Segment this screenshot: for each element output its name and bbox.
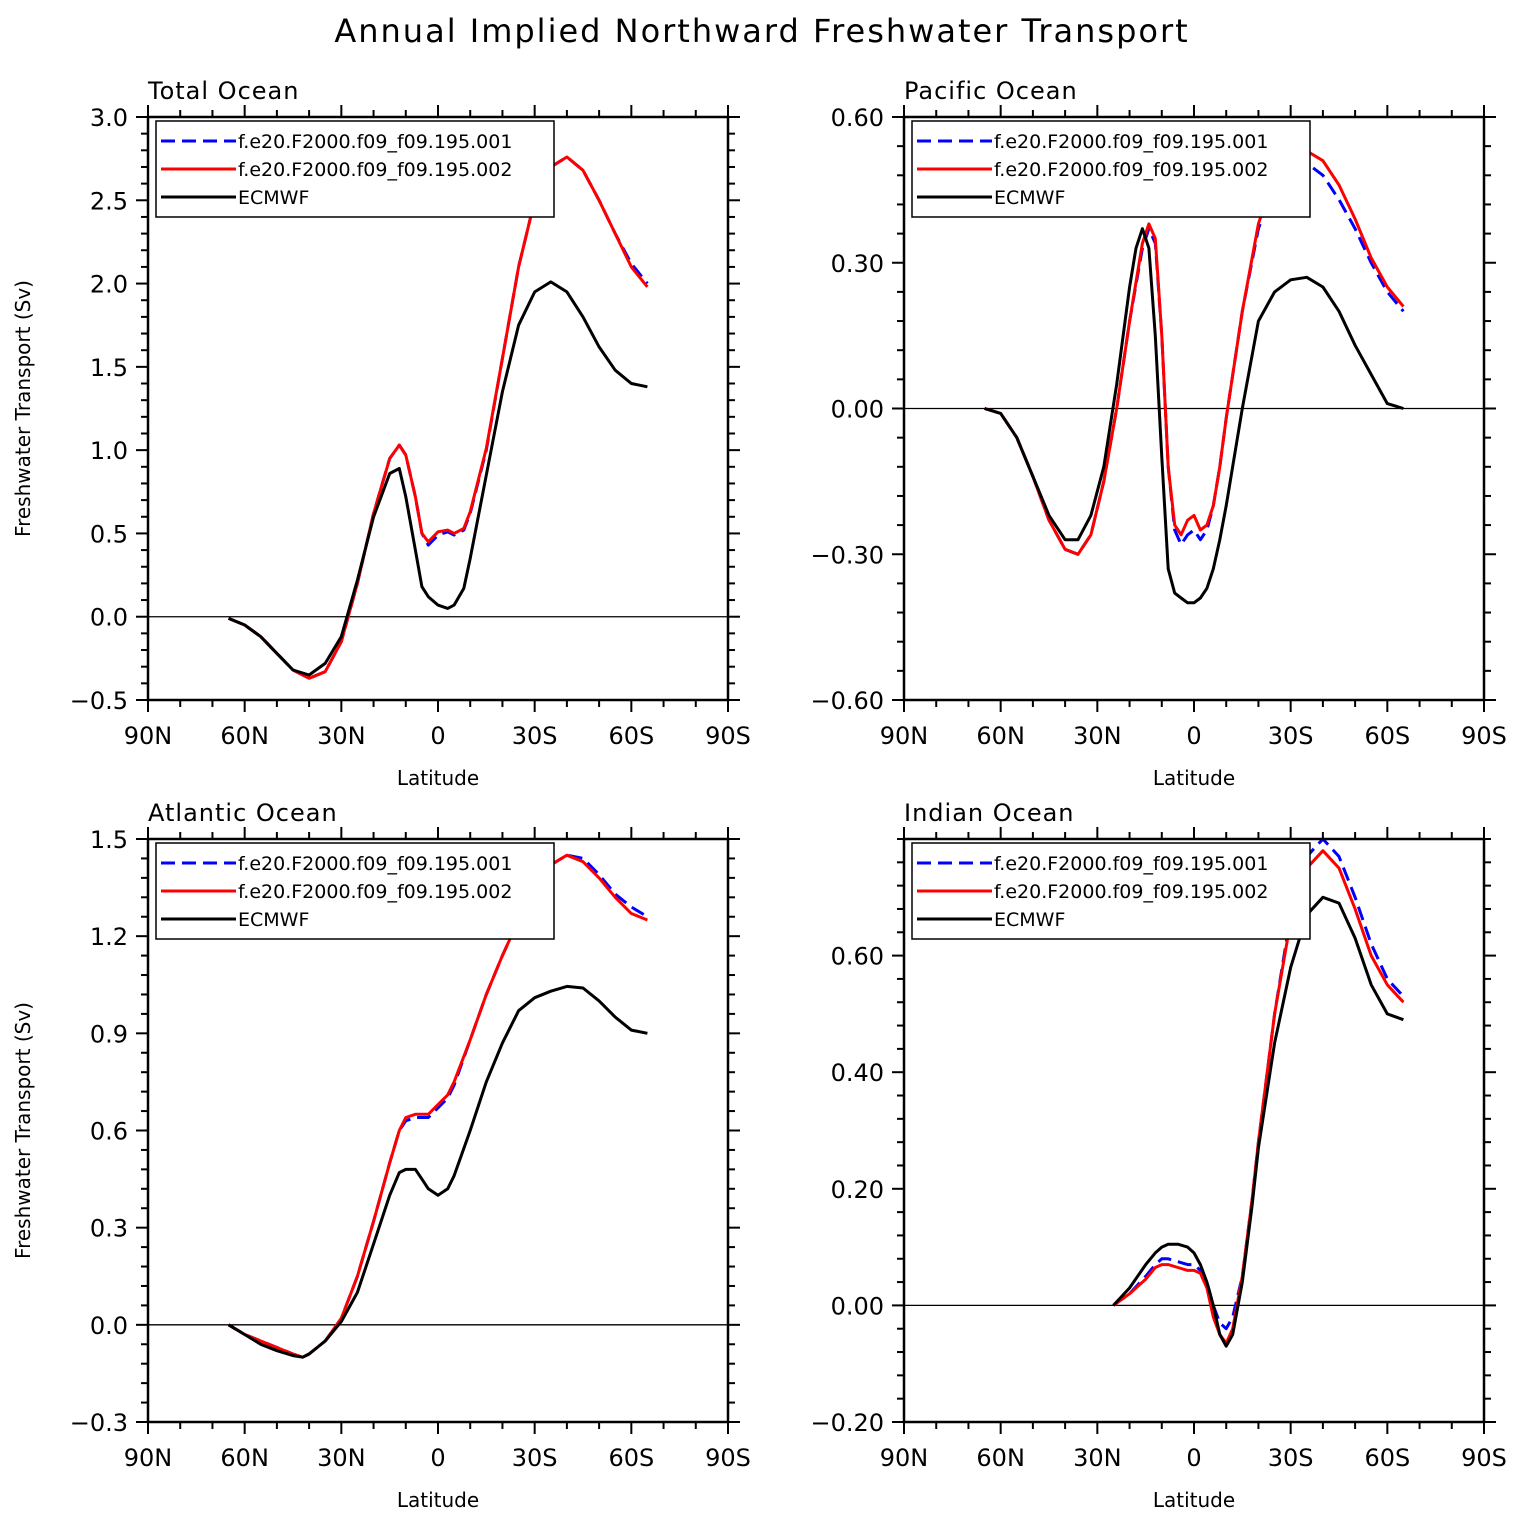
x-tick-label: 0	[1186, 1444, 1201, 1472]
x-tick-label: 30S	[512, 1444, 558, 1472]
y-tick-label: 0.20	[831, 1176, 884, 1204]
series-line-2	[228, 155, 649, 680]
x-axis-label: Latitude	[397, 1488, 479, 1512]
legend-label-2: f.e20.F2000.f09_f09.195.002	[238, 881, 512, 903]
legend-label-1: f.e20.F2000.f09_f09.195.001	[238, 853, 512, 875]
panel-1: Pacific Ocean 90N 60N 30N 0 30S 60S 90S −0.60 −0.…	[810, 77, 1506, 790]
series-line-3	[228, 280, 648, 677]
x-tick-label: 90S	[705, 722, 751, 750]
y-tick-label: 0.60	[831, 943, 884, 971]
y-tick-label: 0.0	[90, 604, 128, 632]
series-line-3	[984, 227, 1404, 605]
legend-label-3: ECMWF	[994, 909, 1065, 931]
x-tick-label: 90N	[124, 1444, 173, 1472]
y-tick-label: 3.0	[90, 104, 128, 132]
panel-title: Pacific Ocean	[904, 77, 1078, 105]
x-tick-label: 60N	[976, 722, 1025, 750]
y-tick-label: 0.60	[831, 104, 884, 132]
series-line-3	[227, 984, 648, 1359]
x-tick-label: 90S	[1461, 722, 1507, 750]
y-axis-label: Freshwater Transport (Sv)	[11, 280, 35, 537]
series-line-3	[1112, 895, 1404, 1348]
x-tick-label: 30S	[1268, 722, 1314, 750]
x-tick-label: 60S	[1364, 722, 1410, 750]
x-tick-label: 90N	[880, 1444, 929, 1472]
y-axis-label: Freshwater Transport (Sv)	[11, 1002, 35, 1259]
panel-title: Atlantic Ocean	[148, 799, 338, 827]
x-axis-label: Latitude	[397, 766, 479, 790]
y-tick-label: −0.60	[810, 687, 884, 715]
x-tick-label: 60N	[220, 1444, 269, 1472]
x-tick-label: 60S	[608, 722, 654, 750]
x-tick-label: 0	[1186, 722, 1201, 750]
legend-label-1: f.e20.F2000.f09_f09.195.001	[994, 853, 1268, 875]
y-tick-label: 0.5	[90, 520, 128, 548]
y-tick-label: 1.5	[90, 826, 128, 854]
panel-title: Total Ocean	[147, 77, 299, 105]
x-tick-label: 60S	[608, 1444, 654, 1472]
x-tick-label: 60S	[1364, 1444, 1410, 1472]
legend-label-1: f.e20.F2000.f09_f09.195.001	[994, 131, 1268, 153]
y-tick-label: 0.00	[831, 1292, 884, 1320]
legend: f.e20.F2000.f09_f09.195.001 f.e20.F2000.f…	[911, 842, 1311, 940]
series-line-1	[1112, 837, 1405, 1331]
x-tick-label: 30N	[1073, 722, 1122, 750]
panel-0: Total Ocean 90N 60N 30N 0 30S 60S 90S −0.5 0.0 0.5…	[11, 77, 751, 790]
x-axis-label: Latitude	[1153, 1488, 1235, 1512]
y-tick-label: 0.9	[90, 1020, 128, 1048]
y-tick-label: −0.20	[810, 1409, 884, 1437]
y-tick-label: −0.3	[70, 1409, 128, 1437]
legend-label-1: f.e20.F2000.f09_f09.195.001	[238, 131, 512, 153]
x-tick-label: 0	[430, 1444, 445, 1472]
y-tick-label: 0.30	[831, 250, 884, 278]
x-tick-label: 90S	[705, 1444, 751, 1472]
x-tick-label: 90N	[124, 722, 173, 750]
series-line-1	[227, 853, 649, 1359]
x-tick-label: 90S	[1461, 1444, 1507, 1472]
y-tick-label: −0.30	[810, 541, 884, 569]
figure-title: Annual Implied Northward Freshwater Tran…	[334, 12, 1190, 50]
x-tick-label: 30N	[1073, 1444, 1122, 1472]
y-tick-label: 1.5	[90, 354, 128, 382]
legend-label-2: f.e20.F2000.f09_f09.195.002	[238, 159, 512, 181]
legend-label-3: ECMWF	[238, 909, 309, 931]
y-tick-label: 1.2	[90, 923, 128, 951]
y-tick-label: 2.0	[90, 271, 128, 299]
panel-title: Indian Ocean	[904, 799, 1075, 827]
x-tick-label: 30N	[317, 722, 366, 750]
legend: f.e20.F2000.f09_f09.195.001 f.e20.F2000.f…	[155, 842, 555, 940]
y-tick-label: −0.5	[70, 687, 128, 715]
x-tick-label: 30S	[512, 722, 558, 750]
legend-label-2: f.e20.F2000.f09_f09.195.002	[994, 881, 1268, 903]
legend: f.e20.F2000.f09_f09.195.001 f.e20.F2000.f…	[911, 120, 1311, 218]
x-axis-label: Latitude	[1153, 766, 1235, 790]
panel-3: Indian Ocean 90N 60N 30N 0 30S 60S 90S −0.20 0.00…	[810, 799, 1506, 1512]
x-tick-label: 30N	[317, 1444, 366, 1472]
panel-2: Atlantic Ocean 90N 60N 30N 0 30S 60S 90S −0.3 0.0…	[11, 799, 751, 1512]
series-line-1	[984, 161, 1405, 556]
y-tick-label: 1.0	[90, 437, 128, 465]
y-tick-label: 0.3	[90, 1215, 128, 1243]
y-tick-label: 0.00	[831, 396, 884, 424]
x-tick-label: 30S	[1268, 1444, 1314, 1472]
y-tick-label: 2.5	[90, 187, 128, 215]
x-tick-label: 0	[430, 722, 445, 750]
x-tick-label: 60N	[976, 1444, 1025, 1472]
series-line-1	[228, 155, 649, 680]
y-tick-label: 0.40	[831, 1059, 884, 1087]
legend: f.e20.F2000.f09_f09.195.001 f.e20.F2000.f…	[155, 120, 555, 218]
legend-label-3: ECMWF	[994, 187, 1065, 209]
legend-label-2: f.e20.F2000.f09_f09.195.002	[994, 159, 1268, 181]
legend-label-3: ECMWF	[238, 187, 309, 209]
x-tick-label: 60N	[220, 722, 269, 750]
x-tick-label: 90N	[880, 722, 929, 750]
y-tick-label: 0.6	[90, 1118, 128, 1146]
y-tick-label: 0.0	[90, 1312, 128, 1340]
